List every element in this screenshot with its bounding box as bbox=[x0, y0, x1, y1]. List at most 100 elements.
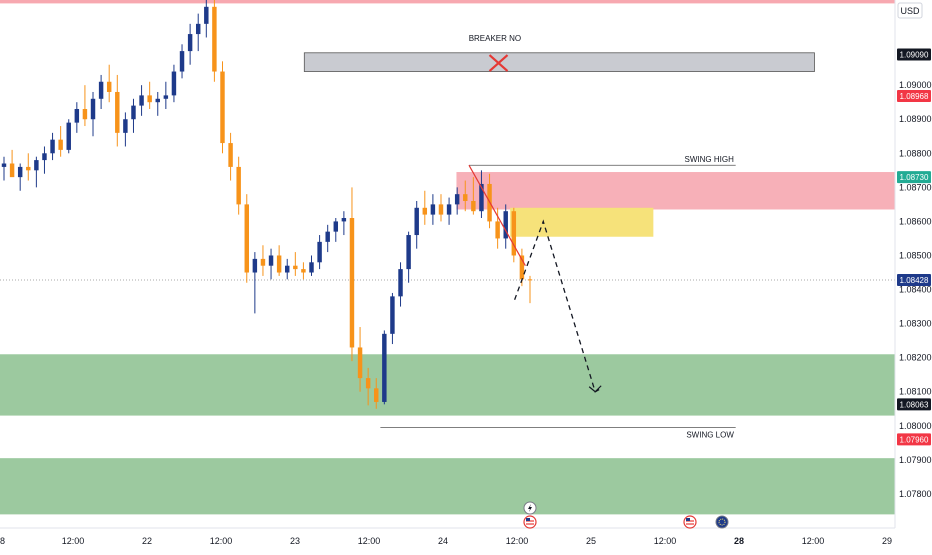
candle-body bbox=[171, 71, 177, 96]
price-badge-label: 1.08428 bbox=[900, 276, 929, 285]
candle-body bbox=[220, 71, 225, 144]
candle-body bbox=[276, 255, 282, 273]
time-tick: 23 bbox=[290, 536, 300, 546]
trendline bbox=[468, 164, 526, 266]
price-badge bbox=[897, 90, 931, 103]
candle-body bbox=[123, 119, 128, 133]
candle-body bbox=[268, 255, 274, 266]
candle-body bbox=[252, 258, 258, 273]
candle-body bbox=[131, 105, 136, 120]
candle-body bbox=[90, 98, 96, 120]
candle-body bbox=[293, 265, 298, 270]
candle-body bbox=[511, 211, 517, 256]
projection-arrowhead bbox=[588, 385, 602, 393]
price-tick: 1.08900 bbox=[899, 114, 932, 124]
currency-badge bbox=[897, 2, 923, 19]
time-tick: 12:00 bbox=[654, 536, 677, 546]
time-tick-partial: 8 bbox=[0, 536, 5, 546]
price-tick: 1.08200 bbox=[899, 353, 932, 363]
candle-body bbox=[260, 258, 266, 266]
price-badge bbox=[897, 171, 931, 184]
candle-body bbox=[438, 204, 444, 215]
candle-body bbox=[187, 34, 193, 52]
price-badge-label: 1.07960 bbox=[900, 435, 929, 444]
breaker-label: BREAKER NO bbox=[469, 34, 521, 43]
candle-body bbox=[374, 388, 379, 402]
price-tick: 1.08600 bbox=[899, 216, 932, 226]
candle-body bbox=[398, 269, 403, 297]
candle-body bbox=[50, 139, 55, 154]
price-badge-label: 1.08968 bbox=[900, 92, 929, 101]
currency-label: USD bbox=[900, 6, 920, 16]
flag-canton bbox=[526, 518, 530, 521]
candle-body bbox=[285, 265, 290, 273]
candle-body bbox=[309, 262, 314, 273]
demand-zone-1 bbox=[0, 354, 895, 416]
price-axis[interactable]: USD 1.09000 1.08900 1.08800 1.08700 1.08600 1.… bbox=[894, 0, 932, 550]
candle-body bbox=[228, 143, 233, 167]
demand-zone-2 bbox=[0, 458, 895, 515]
candle-body bbox=[414, 207, 419, 236]
candle-body bbox=[34, 160, 39, 171]
eu-flag-icon bbox=[715, 515, 729, 529]
candle-body bbox=[430, 204, 436, 215]
supply-zone bbox=[456, 172, 895, 210]
time-axis[interactable]: 8 12:00 22 12:00 23 12:00 24 12:00 25 12:00 28 12:0… bbox=[0, 501, 932, 550]
time-tick: 12:00 bbox=[210, 536, 233, 546]
price-badge-label: 1.08063 bbox=[900, 400, 929, 409]
lightning-glyph bbox=[528, 504, 532, 512]
candle-body bbox=[479, 183, 484, 212]
candle-body bbox=[9, 163, 15, 178]
candle-body bbox=[503, 211, 508, 239]
price-tick: 1.08100 bbox=[899, 387, 932, 397]
candle-body bbox=[325, 231, 330, 242]
candle-body bbox=[98, 81, 104, 99]
candle-body bbox=[26, 166, 31, 171]
candle-body bbox=[147, 95, 152, 103]
candles-layer bbox=[1, 0, 533, 409]
price-tick: 1.07800 bbox=[899, 489, 932, 499]
cross-mark-icon bbox=[488, 54, 509, 72]
price-badge bbox=[897, 398, 931, 411]
price-tick: 1.09000 bbox=[899, 80, 932, 90]
price-tick: 1.07900 bbox=[899, 455, 932, 465]
candle-body bbox=[454, 194, 460, 205]
candle-body bbox=[155, 98, 160, 103]
time-axis-bg bbox=[0, 528, 932, 550]
top-resistance bbox=[0, 0, 895, 4]
candle-body bbox=[195, 23, 201, 35]
candle-body bbox=[406, 235, 411, 270]
candle-body bbox=[471, 200, 476, 212]
overlay-layer: BREAKER NO SWING HIGH SWING LOW bbox=[380, 34, 736, 440]
time-tick: 12:00 bbox=[358, 536, 381, 546]
candle-body bbox=[390, 296, 395, 334]
candle-body bbox=[527, 279, 533, 281]
candle-body bbox=[382, 333, 387, 402]
swing-low-label: SWING LOW bbox=[686, 431, 734, 440]
price-badge-label: 1.08730 bbox=[900, 173, 929, 182]
time-tick: 29 bbox=[882, 536, 892, 546]
time-tick: 24 bbox=[438, 536, 448, 546]
candle-body bbox=[317, 241, 322, 263]
breaker-zone bbox=[303, 52, 815, 72]
zones-layer bbox=[0, 0, 895, 515]
eu-stars bbox=[718, 518, 726, 526]
candle-body bbox=[74, 109, 80, 123]
price-tick: 1.08700 bbox=[899, 182, 932, 192]
candle-body bbox=[301, 269, 306, 273]
candle-body bbox=[58, 139, 63, 150]
candle-body bbox=[333, 221, 339, 232]
time-tick: 12:00 bbox=[506, 536, 529, 546]
candle-body bbox=[1, 163, 7, 167]
candle-body bbox=[519, 255, 525, 280]
candle-body bbox=[179, 51, 185, 72]
candle-body bbox=[115, 91, 120, 133]
candle-body bbox=[82, 109, 88, 120]
candle-body bbox=[422, 207, 428, 215]
price-badge bbox=[897, 274, 931, 287]
candle-body bbox=[357, 347, 363, 379]
candle-body bbox=[495, 221, 500, 239]
candle-body bbox=[66, 122, 71, 150]
